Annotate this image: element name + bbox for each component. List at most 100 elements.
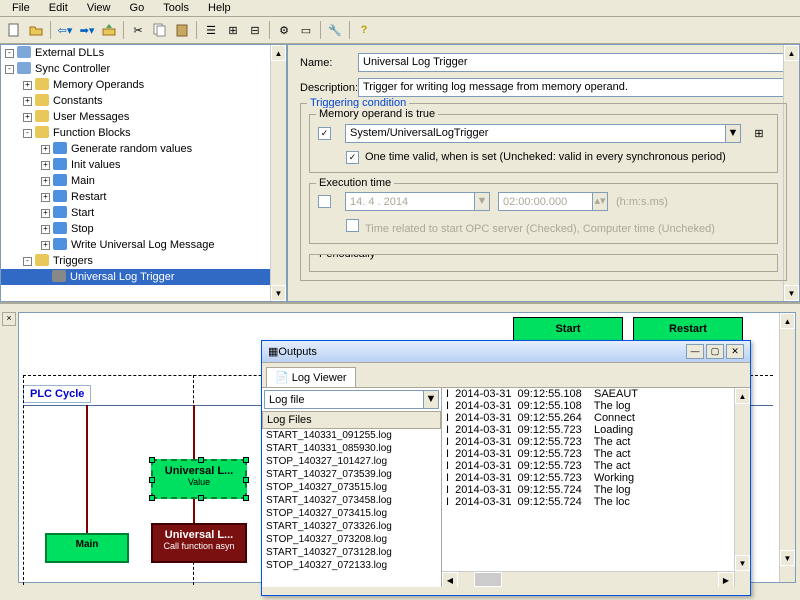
logfile-item[interactable]: START_140327_073458.log — [262, 494, 441, 507]
expand-icon[interactable]: + — [41, 161, 50, 170]
expand-icon[interactable]: - — [5, 49, 14, 58]
scroll-down-icon[interactable]: ▼ — [780, 550, 795, 566]
close-icon[interactable]: ✕ — [726, 344, 744, 359]
maximize-icon[interactable]: ▢ — [706, 344, 724, 359]
grid-icon[interactable]: ⊞ — [223, 20, 243, 40]
logfile-item[interactable]: STOP_140327_101427.log — [262, 455, 441, 468]
scroll-left-icon[interactable]: ◀ — [442, 572, 458, 587]
expand-icon[interactable]: + — [41, 225, 50, 234]
tree-node[interactable]: +Init values — [1, 157, 286, 173]
logfile-dropdown[interactable]: Log file▼ — [264, 390, 439, 409]
new-icon[interactable] — [4, 20, 24, 40]
logfile-item[interactable]: STOP_140327_073415.log — [262, 507, 441, 520]
back-icon[interactable]: ⇦▾ — [55, 20, 75, 40]
time-related-checkbox[interactable] — [346, 219, 359, 232]
menu-go[interactable]: Go — [122, 0, 153, 17]
expand-icon[interactable]: + — [41, 145, 50, 154]
tree-node[interactable]: Universal Log Trigger — [1, 269, 286, 285]
project-tree[interactable]: -External DLLs-Sync Controller+Memory Op… — [0, 44, 287, 302]
expand-icon[interactable]: + — [41, 241, 50, 250]
logfile-item[interactable]: STOP_140327_073208.log — [262, 533, 441, 546]
list-icon[interactable]: ☰ — [201, 20, 221, 40]
desc-input[interactable]: Trigger for writing log message from mem… — [358, 78, 787, 97]
name-input[interactable]: Universal Log Trigger — [358, 53, 787, 72]
tree-node[interactable]: +Constants — [1, 93, 286, 109]
logfile-item[interactable]: START_140327_073539.log — [262, 468, 441, 481]
scroll-down-icon[interactable]: ▼ — [735, 555, 750, 571]
copy-icon[interactable] — [150, 20, 170, 40]
scroll-down-icon[interactable]: ▼ — [784, 285, 799, 301]
scroll-up-icon[interactable]: ▲ — [735, 388, 750, 404]
universal-value-block[interactable]: Universal L...Value — [151, 459, 247, 499]
expand-icon[interactable]: + — [23, 97, 32, 106]
menu-edit[interactable]: Edit — [41, 0, 76, 17]
expand-icon[interactable]: - — [23, 129, 32, 138]
scroll-down-icon[interactable]: ▼ — [271, 285, 286, 301]
exec-checkbox[interactable] — [318, 195, 331, 208]
menu-help[interactable]: Help — [200, 0, 239, 17]
expand-icon[interactable]: + — [41, 193, 50, 202]
up-icon[interactable] — [99, 20, 119, 40]
expand-icon[interactable]: - — [5, 65, 14, 74]
cut-icon[interactable]: ✂ — [128, 20, 148, 40]
menu-file[interactable]: File — [4, 0, 38, 17]
tree-node[interactable]: +Start — [1, 205, 286, 221]
scroll-up-icon[interactable]: ▲ — [271, 45, 286, 61]
tree-node[interactable]: -External DLLs — [1, 45, 286, 61]
open-icon[interactable] — [26, 20, 46, 40]
window-icon[interactable]: ▭ — [296, 20, 316, 40]
universal-call-block[interactable]: Universal L...Call function asyn — [151, 523, 247, 563]
tree-node[interactable]: +Generate random values — [1, 141, 286, 157]
menu-view[interactable]: View — [79, 0, 119, 17]
properties-panel: ▲▼ Name:Universal Log Trigger Descriptio… — [287, 44, 800, 302]
menu-tools[interactable]: Tools — [155, 0, 197, 17]
scroll-thumb[interactable] — [474, 572, 502, 587]
logfile-item[interactable]: START_140327_073326.log — [262, 520, 441, 533]
periodic-fieldset: Periodically — [309, 254, 778, 272]
scroll-right-icon[interactable]: ▶ — [718, 572, 734, 587]
logfile-item[interactable]: START_140331_085930.log — [262, 442, 441, 455]
close-panel-icon[interactable]: × — [2, 312, 16, 326]
tree-node[interactable]: +Stop — [1, 221, 286, 237]
browse-icon[interactable]: ⊞ — [749, 123, 769, 143]
expand-icon[interactable]: + — [41, 177, 50, 186]
help-icon[interactable]: ? — [354, 20, 374, 40]
log-content[interactable]: I 2014-03-31 09:12:55.108 SAEAUTI 2014-0… — [442, 388, 750, 587]
paste-icon[interactable] — [172, 20, 192, 40]
tree-node[interactable]: -Triggers — [1, 253, 286, 269]
tree-node[interactable]: +Write Universal Log Message — [1, 237, 286, 253]
tree-node[interactable]: +Main — [1, 173, 286, 189]
tree-node[interactable]: -Function Blocks — [1, 125, 286, 141]
scroll-up-icon[interactable]: ▲ — [784, 45, 799, 61]
logfile-item[interactable]: STOP_140327_072133.log — [262, 559, 441, 572]
exec-date-input[interactable]: 14. 4 . 2014▼ — [345, 192, 490, 211]
exec-time-input[interactable]: 02:00:00.000▴▾ — [498, 192, 608, 211]
log-viewer-tab[interactable]: 📄 Log Viewer — [266, 367, 356, 387]
tree-node[interactable]: -Sync Controller — [1, 61, 286, 77]
memory-operand-dropdown[interactable]: System/UniversalLogTrigger▼ — [345, 124, 741, 143]
start-button[interactable]: Start — [513, 317, 623, 341]
minimize-icon[interactable]: — — [686, 344, 704, 359]
link-icon[interactable]: ⚙ — [274, 20, 294, 40]
restart-button[interactable]: Restart — [633, 317, 743, 341]
tree-node[interactable]: +User Messages — [1, 109, 286, 125]
scroll-up-icon[interactable]: ▲ — [780, 313, 795, 329]
tree-node[interactable]: +Restart — [1, 189, 286, 205]
expand-icon[interactable]: + — [23, 81, 32, 90]
memory-checkbox[interactable]: ✓ — [318, 127, 331, 140]
expand-icon[interactable]: - — [23, 257, 32, 266]
forward-icon[interactable]: ➡▾ — [77, 20, 97, 40]
onetime-label: One time valid, when is set (Uncheked: v… — [365, 151, 726, 163]
tree-node[interactable]: +Memory Operands — [1, 77, 286, 93]
expand-icon[interactable]: + — [23, 113, 32, 122]
expand-icon[interactable]: + — [41, 209, 50, 218]
logfile-item[interactable]: START_140331_091255.log — [262, 429, 441, 442]
logfile-item[interactable]: START_140327_073128.log — [262, 546, 441, 559]
tree-icon[interactable]: ⊟ — [245, 20, 265, 40]
main-block[interactable]: Main — [45, 533, 129, 563]
onetime-checkbox[interactable]: ✓ — [346, 151, 359, 164]
logfile-item[interactable]: STOP_140327_073515.log — [262, 481, 441, 494]
outputs-titlebar[interactable]: ▦ Outputs — ▢ ✕ — [262, 341, 750, 363]
menu-bar: File Edit View Go Tools Help — [0, 0, 800, 17]
tool-icon[interactable]: 🔧 — [325, 20, 345, 40]
